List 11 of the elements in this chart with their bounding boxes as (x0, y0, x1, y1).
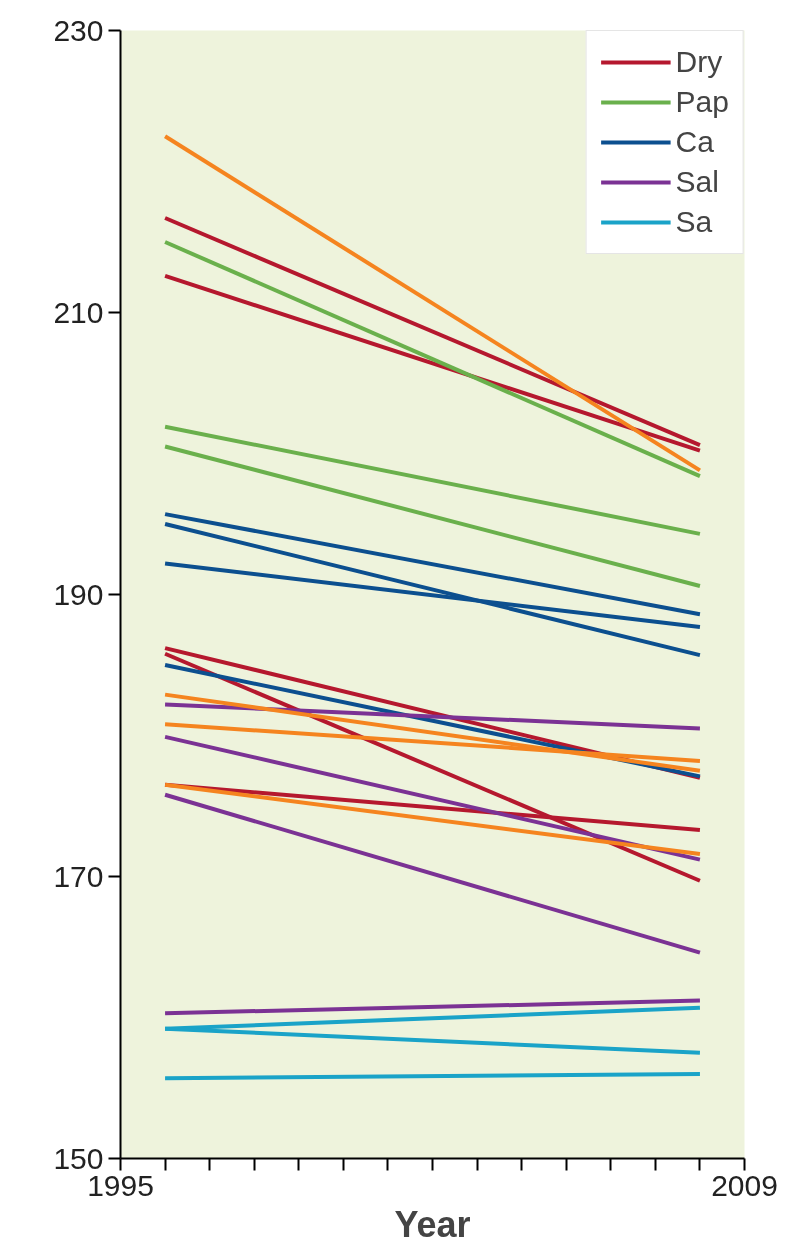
legend-label: Pap (675, 85, 729, 119)
y-tick-label: 190 (53, 577, 104, 611)
x-tick-label: 2009 (711, 1168, 778, 1202)
legend-label: Ca (675, 125, 714, 159)
y-tick-label: 170 (53, 859, 104, 893)
legend-label: Sal (675, 165, 719, 199)
y-tick-label: 210 (53, 295, 104, 329)
legend-label: Dry (675, 45, 723, 79)
y-tick-label: 230 (53, 13, 104, 47)
x-axis-title: Year (394, 1203, 471, 1245)
legend-label: Sa (675, 205, 713, 239)
